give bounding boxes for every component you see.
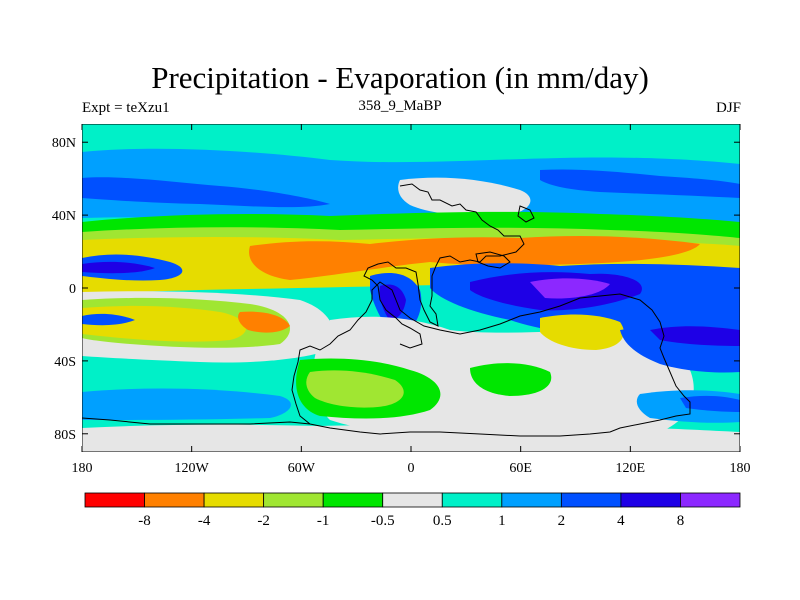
y-tick-label: 0 <box>69 282 76 297</box>
colorbar-swatch <box>441 492 503 508</box>
map-field <box>82 124 740 452</box>
y-tick-label: 40N <box>52 209 76 224</box>
colorbar-label: -0.5 <box>371 513 395 529</box>
field-south-deep-blue-west <box>82 313 135 326</box>
colorbar-swatch <box>203 492 265 508</box>
colorbar-label: 8 <box>677 513 685 529</box>
colorbar-swatch <box>620 492 681 508</box>
x-tick-label: 60W <box>288 461 316 476</box>
colorbar-label: -4 <box>198 513 211 529</box>
field-south-lime-central <box>306 370 404 408</box>
outline-gondwana <box>291 281 691 437</box>
colorbar-label: -8 <box>138 513 151 529</box>
season-label: DJF <box>715 100 741 116</box>
field-equator-deep-west <box>82 261 155 274</box>
colorbar-label: -1 <box>317 513 330 529</box>
colorbar: -8 -4 -2 -1 -0.5 0.5 1 2 4 8 <box>84 492 741 529</box>
field-north-grey <box>398 177 531 217</box>
colorbar-label: 0.5 <box>433 513 452 529</box>
x-tick-label: 0 <box>408 461 415 476</box>
age-label: 358_9_MaBP <box>358 98 442 114</box>
experiment-label: Expt = teXzu1 <box>82 100 170 116</box>
colorbar-swatch <box>560 492 622 508</box>
y-tick-label: 40S <box>54 355 76 370</box>
x-tick-label: 120W <box>175 461 210 476</box>
colorbar-swatch <box>680 492 741 508</box>
map-axes: 180 120W 60W 0 60E 120E 180 80N 40N 0 40S 80S <box>52 124 751 476</box>
colorbar-swatch <box>84 492 145 508</box>
field-south-yellow-africa <box>540 314 624 350</box>
field-north-deep-blue-2 <box>540 169 740 198</box>
y-tick-label: 80S <box>54 428 76 443</box>
colorbar-swatch <box>144 492 205 508</box>
field-southern-ocean-blue <box>82 388 291 420</box>
x-tick-label: 60E <box>509 461 532 476</box>
colorbar-label: -2 <box>257 513 270 529</box>
colorbar-swatch <box>501 492 562 508</box>
field-southern-ocean-deep-east <box>680 395 740 412</box>
chart-title: Precipitation - Evaporation (in mm/day) <box>151 60 649 95</box>
outline-north-island <box>475 251 511 269</box>
colorbar-swatch <box>382 492 443 508</box>
x-tick-label: 180 <box>730 461 751 476</box>
field-north-deep-blue <box>82 177 330 208</box>
colorbar-swatch <box>263 492 324 508</box>
field-equator-violet-east <box>530 278 610 299</box>
colorbar-label: 1 <box>498 513 506 529</box>
field-south-orange <box>238 311 290 333</box>
continent-outlines <box>82 183 691 437</box>
field-south-yellow <box>82 305 247 342</box>
colorbar-label: 2 <box>558 513 566 529</box>
x-tick-label: 180 <box>72 461 93 476</box>
y-tick-label: 80N <box>52 136 76 151</box>
field-north-orange <box>249 236 700 280</box>
outline-siberia <box>517 205 535 223</box>
colorbar-label: 4 <box>617 513 625 529</box>
x-tick-label: 120E <box>616 461 646 476</box>
outline-laurussia <box>363 183 525 349</box>
colorbar-swatch <box>322 492 384 508</box>
field-south-deep-east <box>650 326 740 346</box>
field-antarctica <box>82 424 740 452</box>
field-south-green-east <box>470 363 552 396</box>
outline-antarctic-margin <box>82 417 311 425</box>
